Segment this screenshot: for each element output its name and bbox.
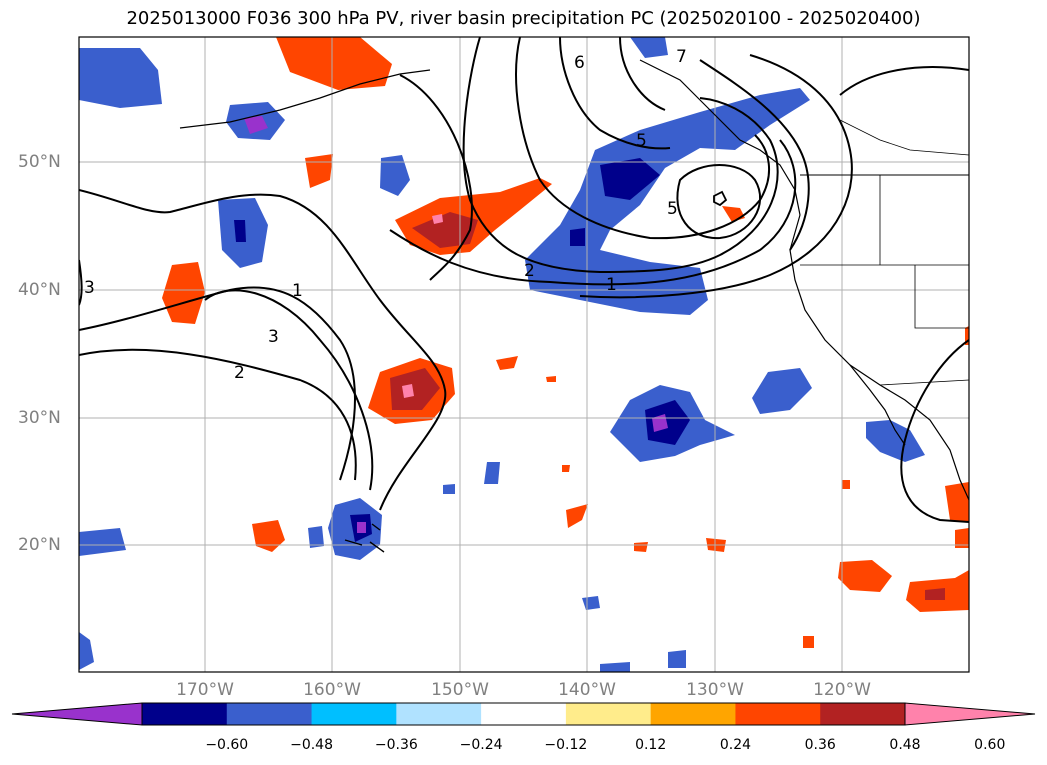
shade-blob	[252, 520, 285, 552]
lon-label: 150°W	[431, 680, 489, 700]
shade-blob	[432, 214, 443, 224]
plot-frame	[78, 36, 970, 673]
colorbar-segment	[565, 703, 652, 725]
coastlines	[179, 59, 969, 553]
pv-contour-label: 5	[636, 131, 647, 151]
shade-blob	[244, 116, 268, 134]
colorbar-tick-label: −0.60	[205, 737, 249, 753]
shade-blob	[357, 522, 366, 533]
colorbar-tick-label: −0.12	[544, 737, 588, 753]
shade-blob	[945, 482, 969, 522]
pv-contour-label: 3	[268, 327, 279, 347]
colorbar-frame	[141, 702, 906, 726]
shade-blob	[866, 420, 925, 462]
contour-labels: 1 3 2 3 1 2 5 5 6 7	[84, 47, 687, 383]
map-title: 2025013000 F036 300 hPa PV, river basin …	[126, 8, 921, 29]
colorbar-tick-label: 0.12	[635, 737, 667, 753]
pv-contour-label: 3	[84, 278, 95, 298]
colorbar-extend-low	[11, 702, 143, 726]
shade-blob	[566, 504, 588, 528]
shade-blob	[79, 48, 162, 108]
lon-label: 140°W	[558, 680, 616, 700]
shade-blob	[600, 662, 630, 672]
colorbar-tick-label: −0.24	[459, 737, 503, 753]
shade-blob	[600, 158, 660, 200]
shade-blob	[645, 400, 690, 445]
shade-blob	[496, 356, 518, 370]
pv-contour-label: 2	[524, 261, 535, 281]
shade-blob	[308, 526, 324, 548]
shade-blob	[525, 88, 810, 315]
shade-blob	[443, 484, 455, 494]
shade-blob	[634, 542, 648, 552]
colorbar-tick-label: 0.48	[889, 737, 921, 753]
shade-blob	[79, 528, 126, 556]
shade-blob	[925, 588, 945, 600]
colorbar-tick-label: 0.60	[974, 737, 1006, 753]
colorbar-tick-label: 0.36	[804, 737, 836, 753]
lat-label: 20°N	[18, 535, 61, 555]
colorbar	[11, 702, 1036, 726]
lat-label: 30°N	[18, 408, 61, 428]
lat-label: 40°N	[18, 280, 61, 300]
pv-contour-label: 1	[292, 281, 303, 301]
colorbar-segment	[650, 703, 736, 725]
colorbar-extend-high	[904, 702, 1036, 726]
pv-contour-label: 6	[574, 53, 585, 73]
lon-label: 170°W	[176, 680, 234, 700]
pv-contour-label: 7	[676, 47, 687, 67]
lon-label: 160°W	[303, 680, 361, 700]
shade-blob	[380, 155, 410, 196]
pv-contour-label: 2	[234, 363, 245, 383]
shade-blob	[842, 480, 850, 489]
shade-blob	[412, 212, 478, 248]
shade-blob	[562, 465, 570, 472]
colorbar-tick-label: −0.36	[374, 737, 418, 753]
colorbar-segment	[311, 703, 397, 725]
shade-blob	[402, 384, 414, 398]
shade-blob	[162, 262, 205, 324]
colorbar-segment	[142, 703, 228, 725]
precip-shading	[79, 37, 969, 672]
shade-blob	[390, 368, 440, 410]
plot-area	[79, 37, 969, 672]
lon-label: 120°W	[813, 680, 871, 700]
colorbar-segment	[226, 703, 313, 725]
shade-blob	[276, 37, 392, 90]
pv-contour-label: 5	[667, 199, 678, 219]
colorbar-segment	[481, 703, 567, 725]
lon-label: 130°W	[686, 680, 744, 700]
shade-blob	[79, 632, 94, 670]
pv-contour-label: 1	[606, 275, 617, 295]
shade-blob	[955, 528, 969, 548]
colorbar-segment	[396, 703, 482, 725]
shade-blob	[803, 636, 814, 648]
shade-blob	[668, 650, 686, 668]
shade-blob	[484, 462, 500, 484]
shade-blob	[838, 560, 892, 592]
colorbar-segment	[820, 703, 906, 725]
shade-blob	[630, 37, 668, 58]
colorbar-tick-label: −0.48	[290, 737, 333, 753]
colorbar-segment	[735, 703, 821, 725]
lat-label: 50°N	[18, 152, 61, 172]
colorbar-tick-label: 0.24	[719, 737, 752, 753]
shade-blob	[234, 220, 246, 242]
shade-blob	[752, 368, 812, 414]
shade-blob	[570, 228, 585, 246]
pv-contours	[79, 37, 969, 523]
gridlines	[79, 37, 969, 672]
shade-blob	[546, 376, 556, 382]
